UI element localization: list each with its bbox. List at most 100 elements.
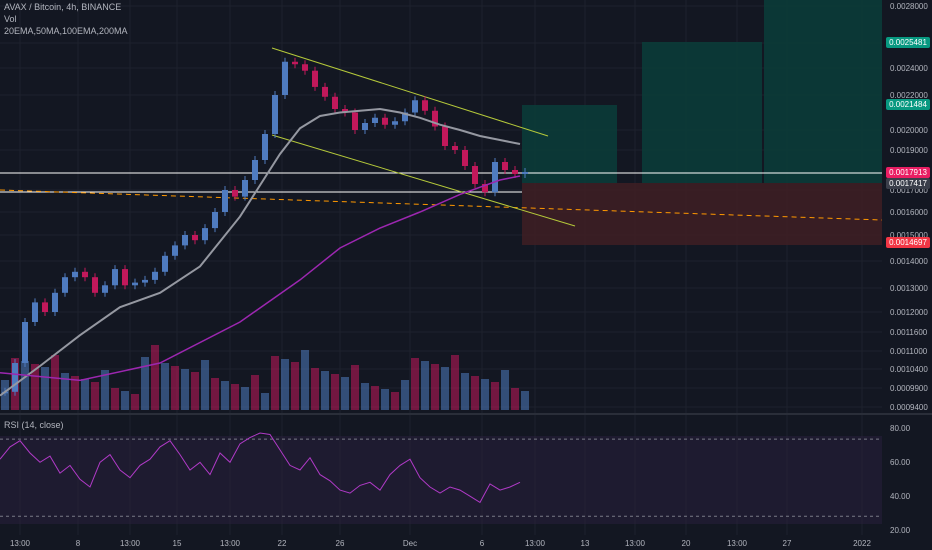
candle xyxy=(312,70,318,87)
candle xyxy=(82,271,88,278)
candle xyxy=(472,166,478,184)
x-tick-label: 22 xyxy=(278,539,287,548)
volume-bar xyxy=(141,357,149,410)
volume-bar xyxy=(301,350,309,410)
y-tick-label: 0.0009900 xyxy=(890,384,928,393)
volume-bar xyxy=(401,380,409,410)
candle xyxy=(352,112,358,130)
candle xyxy=(132,282,138,286)
chart-title: AVAX / Bitcoin, 4h, BINANCE xyxy=(4,2,122,12)
y-tick-label: 0.0014000 xyxy=(890,257,928,266)
x-tick-label: 15 xyxy=(173,539,182,548)
candle xyxy=(42,302,48,312)
volume-bar xyxy=(451,355,459,410)
volume-bar xyxy=(231,384,239,410)
x-tick-label: 8 xyxy=(76,539,81,548)
candle xyxy=(412,100,418,113)
y-tick-label: 0.0022000 xyxy=(890,91,928,100)
y-tick-label: 0.0016000 xyxy=(890,208,928,217)
volume-bar xyxy=(251,375,259,410)
y-tick-label: 0.0013000 xyxy=(890,284,928,293)
x-tick-label: 2022 xyxy=(853,539,871,548)
volume-bar xyxy=(521,391,529,410)
target-zone xyxy=(764,0,882,183)
candle xyxy=(192,235,198,241)
candle xyxy=(72,271,78,278)
candle xyxy=(372,117,378,123)
candle xyxy=(322,86,328,97)
volume-bar xyxy=(361,383,369,410)
candle xyxy=(362,123,368,130)
x-tick-label: 13:00 xyxy=(727,539,748,548)
volume-bar xyxy=(381,389,389,410)
volume-bar xyxy=(491,382,499,410)
volume-bar xyxy=(511,388,519,410)
rsi-band xyxy=(0,436,882,524)
volume-bar xyxy=(41,367,49,410)
volume-bar xyxy=(241,387,249,410)
candle xyxy=(12,363,18,392)
volume-bar xyxy=(261,393,269,410)
y-tick-label: 0.0011600 xyxy=(890,328,928,337)
candle xyxy=(152,271,158,280)
volume-bar xyxy=(351,365,359,410)
candle xyxy=(222,190,228,212)
price-tag-target-high: 0.0025481 xyxy=(886,37,930,48)
candle xyxy=(332,96,338,109)
x-tick-label: 13:00 xyxy=(120,539,141,548)
candle xyxy=(422,100,428,111)
volume-bar xyxy=(481,379,489,410)
candle xyxy=(392,121,398,125)
candle xyxy=(172,245,178,256)
dashed-support-line xyxy=(0,189,883,221)
volume-bar xyxy=(101,370,109,410)
volume-bar xyxy=(471,376,479,410)
target-zone xyxy=(522,105,617,183)
rsi-legend: RSI (14, close) xyxy=(4,420,64,430)
volume-bar xyxy=(341,377,349,410)
volume-bar xyxy=(71,376,79,410)
channel-lower xyxy=(271,134,576,227)
volume-bar xyxy=(111,388,119,410)
volume-bar xyxy=(421,361,429,410)
volume-legend: Vol xyxy=(4,14,17,24)
candle xyxy=(102,285,108,293)
candle xyxy=(282,61,288,95)
volume-bar xyxy=(271,356,279,410)
volume-bar xyxy=(161,363,169,410)
candle xyxy=(512,170,518,174)
candle xyxy=(22,322,28,363)
candle xyxy=(122,269,128,286)
volume-bar xyxy=(391,392,399,410)
candle xyxy=(162,255,168,272)
x-tick-label: Dec xyxy=(403,539,417,548)
volume-bar xyxy=(211,378,219,410)
candle xyxy=(272,95,278,134)
volume-bar xyxy=(191,372,199,410)
volume-bar xyxy=(291,362,299,410)
volume-bar xyxy=(131,394,139,410)
volume-bar xyxy=(61,373,69,410)
candle xyxy=(462,150,468,166)
x-tick-label: 13 xyxy=(581,539,590,548)
candle xyxy=(492,162,498,193)
y-tick-label: 0.0015000 xyxy=(890,231,928,240)
ma50-line xyxy=(0,107,521,397)
candle xyxy=(182,235,188,246)
volume-bar xyxy=(431,364,439,410)
candle xyxy=(52,292,58,312)
price-tag-entry: 0.0017417 xyxy=(886,178,930,189)
x-tick-label: 27 xyxy=(783,539,792,548)
rsi-line xyxy=(0,432,521,504)
candle xyxy=(32,302,38,322)
candle xyxy=(112,269,118,286)
candle xyxy=(242,180,248,197)
candle xyxy=(342,109,348,113)
candle xyxy=(402,112,408,122)
candle xyxy=(452,146,458,150)
volume-bar xyxy=(91,382,99,410)
y-tick-label: 0.0024000 xyxy=(890,64,928,73)
volume-bar xyxy=(411,358,419,410)
candle xyxy=(202,228,208,241)
